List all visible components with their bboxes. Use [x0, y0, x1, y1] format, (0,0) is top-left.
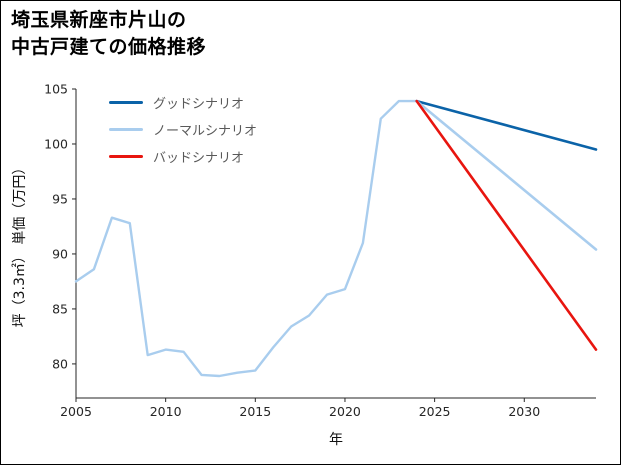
legend-line-good-scenario [109, 100, 143, 104]
legend-item-good-scenario: グッドシナリオ [109, 93, 257, 112]
y-tick-label: 90 [52, 246, 68, 261]
series-line-history [74, 99, 418, 378]
axes-layer: 80 85 90 95 100 105 2005 2010 2015 2020 2025 2030 [44, 82, 596, 419]
legend-line-normal-scenario [109, 127, 143, 131]
legend-label-bad-scenario: バッドシナリオ [153, 150, 245, 166]
series-line-normal-scenario [415, 99, 598, 251]
legend-label-normal-scenario: ノーマルシナリオ [153, 123, 258, 139]
x-tick-label: 2030 [508, 404, 540, 419]
legend-item-bad-scenario: バッドシナリオ [109, 147, 257, 166]
x-tick-label: 2015 [239, 404, 271, 419]
x-tick-label: 2010 [150, 404, 182, 419]
series-line-good-scenario [415, 99, 598, 151]
y-tick-label: 95 [52, 191, 68, 206]
legend-item-normal-scenario: ノーマルシナリオ [109, 120, 258, 139]
y-tick-label: 100 [44, 136, 68, 151]
x-tick-label: 2025 [419, 404, 451, 419]
legend-label-good-scenario: グッドシナリオ [153, 96, 245, 112]
chart-title-line2: 中古戸建ての価格推移 [11, 35, 207, 58]
series-layer [74, 99, 598, 378]
chart-title: 埼玉県新座市片山の 中古戸建ての価格推移 [11, 7, 206, 60]
y-tick-label: 105 [44, 82, 68, 97]
x-tick-label: 2005 [60, 404, 92, 419]
y-tick-label: 85 [52, 301, 68, 316]
y-tick-label: 80 [52, 356, 68, 371]
x-tick-label: 2020 [329, 404, 361, 419]
legend-line-bad-scenario [109, 154, 143, 158]
series-line-bad-scenario [415, 99, 598, 351]
x-axis-label: 年 [329, 432, 343, 448]
chart-title-line1: 埼玉県新座市片山の [11, 9, 187, 31]
y-axis-label: 坪（3.3㎡） 単価（万円） [12, 161, 28, 328]
chart-legend: グッドシナリオ ノーマルシナリオ バッドシナリオ [109, 93, 258, 166]
